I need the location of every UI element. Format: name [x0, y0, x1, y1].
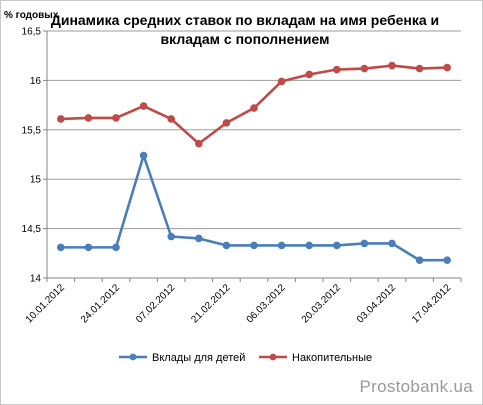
x-tick-label-1: 24.01.2012: [79, 282, 122, 325]
legend: Вклады для детей Накопительные: [119, 352, 372, 364]
series-0-point-12: [388, 239, 396, 248]
x-tick-label-0: 10.01.2012: [24, 282, 67, 325]
series-0-point-4: [167, 232, 176, 241]
series-0-point-7: [250, 241, 258, 250]
series-0-point-8: [277, 241, 286, 250]
series-1-point-14: [443, 63, 452, 72]
series-1-point-6: [222, 119, 231, 127]
series-1-point-5: [195, 139, 203, 148]
series-1-point-0: [56, 115, 65, 123]
series-1-point-7: [250, 104, 258, 112]
series-0-point-0: [56, 243, 65, 252]
series-0-point-1: [84, 243, 93, 252]
series-0-point-6: [222, 241, 231, 250]
x-tick-label-3: 21.02.2012: [189, 282, 232, 325]
y-tick-label-4: 16: [30, 76, 42, 87]
y-tick-label-1: 14,5: [22, 224, 42, 235]
y-tick-label-3: 15,5: [22, 125, 42, 136]
y-tick-label-2: 15: [30, 175, 42, 186]
y-tick-labels: 14 14,5 15 15,5 16 16,5: [22, 27, 42, 285]
axes: [43, 30, 462, 282]
series-1-point-12: [388, 61, 396, 70]
series-1-point-1: [84, 114, 93, 122]
legend-label-0: Вклады для детей: [152, 352, 245, 364]
chart-title-line-1: Динамика средних ставок по вкладам на им…: [51, 12, 439, 28]
series-0-point-11: [360, 239, 369, 248]
legend-marker-0: [129, 353, 137, 361]
watermark: Prostobank.ua: [359, 377, 473, 396]
series-1-point-11: [360, 64, 369, 73]
series-0-point-13: [415, 256, 424, 265]
series-1-point-8: [277, 77, 286, 86]
y-axis-unit-label: % годовых: [4, 10, 59, 21]
series-0-point-5: [195, 234, 203, 243]
series-0-point-2: [112, 243, 120, 252]
x-tick-labels: 10.01.2012 24.01.2012 07.02.2012 21.02.2012…: [24, 282, 454, 325]
series-0-point-10: [332, 241, 341, 250]
series-0-point-3: [139, 151, 148, 160]
x-tick-label-7: 17.04.2012: [410, 282, 453, 325]
series-1-point-9: [305, 70, 314, 79]
chart-title-line-2: вкладам с пополнением: [161, 31, 330, 47]
series-1-point-13: [415, 64, 424, 73]
x-tick-label-4: 06.03.2012: [245, 282, 288, 325]
legend-label-1: Накопительные: [292, 352, 372, 364]
grid-lines: [47, 30, 461, 279]
series-1-point-10: [332, 65, 341, 74]
y-tick-label-5: 16,5: [22, 27, 42, 38]
x-tick-label-2: 07.02.2012: [134, 282, 177, 325]
series-0-point-14: [443, 256, 452, 265]
series-1-point-2: [112, 114, 120, 122]
x-tick-label-5: 20.03.2012: [300, 282, 343, 325]
series-1-point-3: [139, 102, 148, 110]
legend-marker-1: [269, 353, 277, 361]
x-tick-label-6: 03.04.2012: [355, 282, 398, 325]
y-tick-label-0: 14: [30, 274, 42, 285]
series-layer: [56, 61, 452, 265]
series-1-point-4: [167, 115, 176, 123]
series-0-point-9: [305, 241, 314, 250]
